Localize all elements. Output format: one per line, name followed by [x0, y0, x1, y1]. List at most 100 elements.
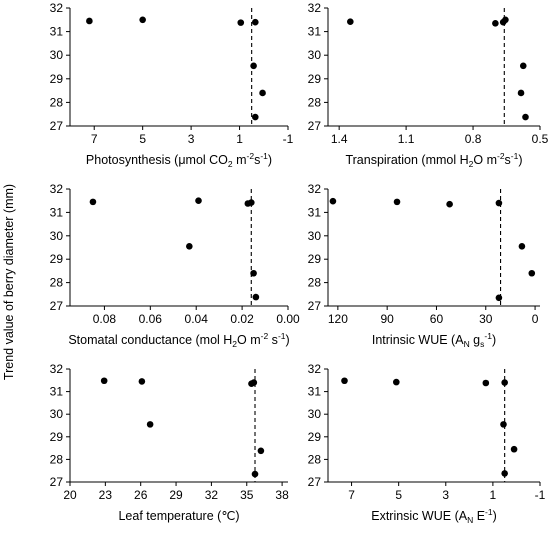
x-tick-label: 0.5: [532, 132, 549, 146]
data-point: [257, 447, 265, 455]
data-point: [519, 62, 527, 70]
x-tick-label: -1: [535, 488, 546, 502]
data-point: [341, 377, 348, 385]
x-tick-label: 7: [348, 488, 355, 502]
x-tick-label: 0.08: [93, 312, 117, 326]
y-tick-label: 28: [308, 95, 322, 109]
data-point: [251, 470, 259, 478]
x-tick-label: 29: [169, 488, 183, 502]
y-tick-label: 27: [50, 475, 64, 489]
data-point: [522, 113, 529, 121]
data-point: [502, 16, 509, 24]
x-tick-label: 0.02: [230, 312, 254, 326]
y-tick-label: 27: [50, 299, 64, 313]
y-tick-label: 30: [50, 48, 64, 62]
y-tick-label: 32: [308, 362, 322, 376]
x-tick-label: -1: [283, 132, 294, 146]
x-tick-label: 26: [134, 488, 148, 502]
x-tick-label: 35: [240, 488, 254, 502]
data-point: [250, 269, 257, 277]
x-axis-label: Photosynthesis (μmol CO2 m-2s-1): [86, 151, 272, 169]
panel-leaf-temperature: 27 28 29 30 31 32 20 23 26 29 32 35 38 Leaf temperatu…: [50, 362, 289, 523]
data-point: [250, 62, 257, 70]
data-point: [250, 379, 258, 386]
x-tick-label: 32: [205, 488, 219, 502]
data-point: [518, 243, 526, 250]
y-tick-label: 31: [50, 385, 64, 399]
data-point: [195, 197, 202, 204]
data-point: [329, 197, 337, 205]
x-tick-label: 0.06: [139, 312, 163, 326]
data-point: [393, 198, 401, 206]
y-tick-label: 29: [308, 72, 322, 86]
x-tick-label: 1.4: [331, 132, 348, 146]
x-tick-label: 5: [395, 488, 402, 502]
x-tick-label: 3: [442, 488, 449, 502]
y-tick-label: 28: [50, 276, 64, 290]
data-point: [482, 379, 490, 387]
y-tick-label: 31: [308, 385, 322, 399]
x-tick-label: 23: [99, 488, 113, 502]
y-tick-label: 28: [308, 276, 322, 290]
data-point: [393, 378, 400, 386]
data-point: [252, 113, 259, 121]
data-point: [510, 445, 518, 453]
y-tick-label: 27: [50, 119, 64, 133]
y-tick-label: 32: [308, 182, 322, 196]
y-tick-label: 30: [308, 48, 322, 62]
y-tick-label: 29: [50, 252, 64, 266]
x-tick-label: 20: [63, 488, 77, 502]
y-tick-label: 29: [308, 430, 322, 444]
y-tick-label: 27: [308, 475, 322, 489]
y-tick-label: 29: [50, 72, 64, 86]
x-tick-label: 0.04: [185, 312, 209, 326]
data-point: [347, 18, 354, 25]
y-tick-label: 28: [50, 452, 64, 466]
x-axis-label: Transpiration (mmol H2O m-2s-1): [345, 151, 522, 169]
data-point: [186, 243, 193, 250]
y-tick-label: 29: [308, 252, 322, 266]
data-point: [492, 20, 499, 27]
data-point: [237, 19, 245, 26]
y-tick-label: 31: [308, 25, 322, 39]
y-tick-label: 32: [50, 182, 64, 196]
data-point: [528, 269, 536, 277]
y-tick-label: 32: [50, 362, 64, 376]
data-point: [146, 421, 154, 428]
x-axis-label: Leaf temperature (℃): [118, 509, 239, 523]
x-tick-label: 1: [236, 132, 243, 146]
y-tick-label: 30: [50, 229, 64, 243]
x-tick-label: 0.8: [465, 132, 482, 146]
data-point: [100, 377, 108, 385]
x-tick-label: 38: [275, 488, 289, 502]
y-tick-label: 27: [308, 119, 322, 133]
panel-intrinsic-wue: 27 28 29 30 31 32 120 90 60 30 0 Intrinsic WUE (AN …: [308, 182, 540, 349]
panel-transpiration: 27 28 29 30 31 32 1.4 1.1 0.8 0.5 Transpiration (m…: [308, 1, 549, 169]
x-axis-label: Extrinsic WUE (AN E-1): [371, 507, 497, 525]
data-point: [501, 470, 508, 477]
data-point: [252, 293, 260, 301]
data-point: [495, 294, 503, 302]
data-point: [89, 198, 97, 206]
data-point: [86, 17, 93, 25]
x-tick-label: 3: [188, 132, 195, 146]
data-point: [139, 16, 146, 24]
x-tick-label: 5: [139, 132, 146, 146]
x-tick-label: 1: [490, 488, 497, 502]
data-point: [446, 200, 453, 208]
x-tick-label: 1.1: [398, 132, 415, 146]
data-point: [500, 421, 507, 428]
data-point: [495, 199, 503, 207]
y-tick-label: 30: [308, 407, 322, 421]
y-tick-label: 30: [50, 407, 64, 421]
x-axis-label: Intrinsic WUE (AN gs-1): [372, 331, 496, 349]
y-tick-label: 28: [50, 95, 64, 109]
x-tick-label: 30: [479, 312, 493, 326]
x-tick-label: 60: [430, 312, 444, 326]
panel-stomatal-conductance: 27 28 29 30 31 32 0.08 0.06 0.04 0.02 0.00 Stomatal…: [50, 182, 300, 349]
y-tick-label: 29: [50, 430, 64, 444]
data-point: [138, 378, 146, 385]
